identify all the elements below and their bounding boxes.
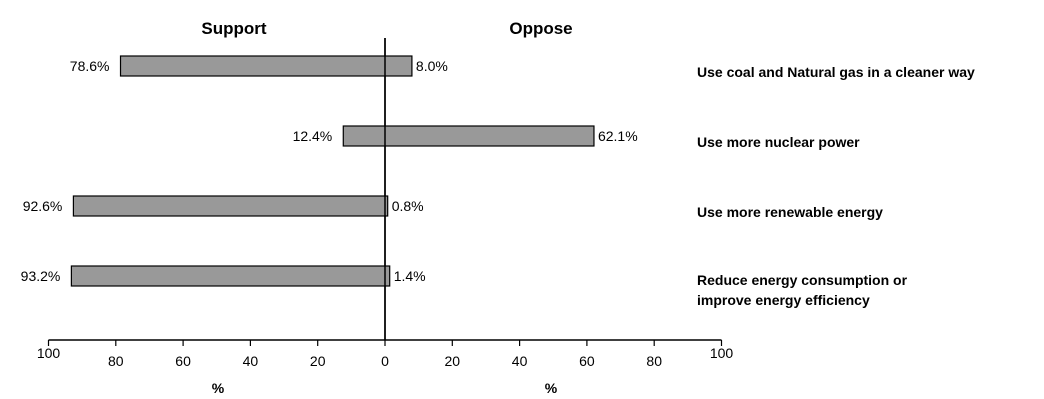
category-label: improve energy efficiency xyxy=(697,292,870,308)
oppose-value-label: 8.0% xyxy=(416,58,448,74)
panel-title-oppose: Oppose xyxy=(509,19,572,38)
panel-title-support: Support xyxy=(201,19,266,38)
x-tick-label: 80 xyxy=(646,353,662,369)
support-value-label: 12.4% xyxy=(293,128,333,144)
x-tick-label: 80 xyxy=(108,353,124,369)
support-value-label: 92.6% xyxy=(23,198,63,214)
chart-marks: 100 80 60 40 20 0 20 40 60 80 100 78.6% 8.0% Use coal… xyxy=(21,38,975,369)
x-tick-label: 100 xyxy=(710,345,734,361)
x-tick-label: 40 xyxy=(243,353,259,369)
x-tick-label: 40 xyxy=(512,353,528,369)
category-label: Use more nuclear power xyxy=(697,134,860,150)
oppose-value-label: 1.4% xyxy=(394,268,426,284)
category-label: Use coal and Natural gas in a cleaner wa… xyxy=(697,64,975,80)
category-label: Use more renewable energy xyxy=(697,204,883,220)
category-label: Reduce energy consumption or xyxy=(697,272,908,288)
x-axis-label-right: % xyxy=(545,380,558,394)
bar-1 xyxy=(119,55,413,77)
oppose-value-label: 0.8% xyxy=(392,198,424,214)
oppose-value-label: 62.1% xyxy=(598,128,638,144)
x-tick-label: 60 xyxy=(579,353,595,369)
bar-4 xyxy=(70,265,391,287)
x-tick-label: 60 xyxy=(175,353,191,369)
support-value-label: 78.6% xyxy=(70,58,110,74)
x-tick-label: 100 xyxy=(37,345,61,361)
bar-3 xyxy=(72,195,389,217)
x-axis-label-left: % xyxy=(212,380,225,394)
x-tick-label: 20 xyxy=(310,353,326,369)
bar-2 xyxy=(342,125,595,147)
x-tick-label: 0 xyxy=(381,353,389,369)
x-tick-label: 20 xyxy=(445,353,461,369)
support-value-label: 93.2% xyxy=(21,268,61,284)
